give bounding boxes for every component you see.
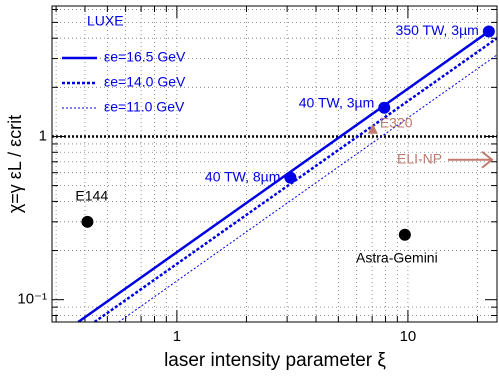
data-point bbox=[81, 215, 94, 228]
eli-np-arrow bbox=[448, 150, 494, 169]
point-label: Astra-Gemini bbox=[356, 249, 438, 265]
x-tick-label: 10 bbox=[400, 328, 417, 345]
data-point bbox=[284, 171, 297, 184]
x-axis-label: laser intensity parameter ξ bbox=[164, 350, 386, 371]
e320-label: E320 bbox=[380, 114, 413, 130]
legend-title: LUXE bbox=[87, 13, 124, 29]
eli-np-label: ELI-NP bbox=[397, 150, 442, 166]
data-point bbox=[398, 228, 411, 241]
x-tick-label: 1 bbox=[173, 328, 181, 345]
legend-label: εe=11.0 GeV bbox=[104, 99, 185, 115]
point-label: 40 TW, 3µm bbox=[299, 94, 375, 110]
series-line bbox=[77, 30, 490, 322]
data-point bbox=[482, 25, 495, 38]
e320-marker bbox=[367, 123, 378, 134]
plot-frame bbox=[51, 5, 498, 323]
legend-label: εe=16.5 GeV bbox=[104, 49, 186, 65]
point-label: E144 bbox=[75, 188, 108, 204]
y-tick-label: 1 bbox=[39, 127, 47, 144]
point-label: 350 TW, 3µm bbox=[396, 22, 479, 38]
data-point bbox=[378, 101, 391, 114]
y-tick-label: 10⁻¹ bbox=[17, 291, 47, 308]
y-axis-label: χ=γ εL / εcrit bbox=[5, 115, 25, 213]
legend-label: εe=14.0 GeV bbox=[104, 74, 186, 90]
point-label: 40 TW, 8µm bbox=[205, 168, 281, 184]
series-line bbox=[118, 54, 497, 322]
